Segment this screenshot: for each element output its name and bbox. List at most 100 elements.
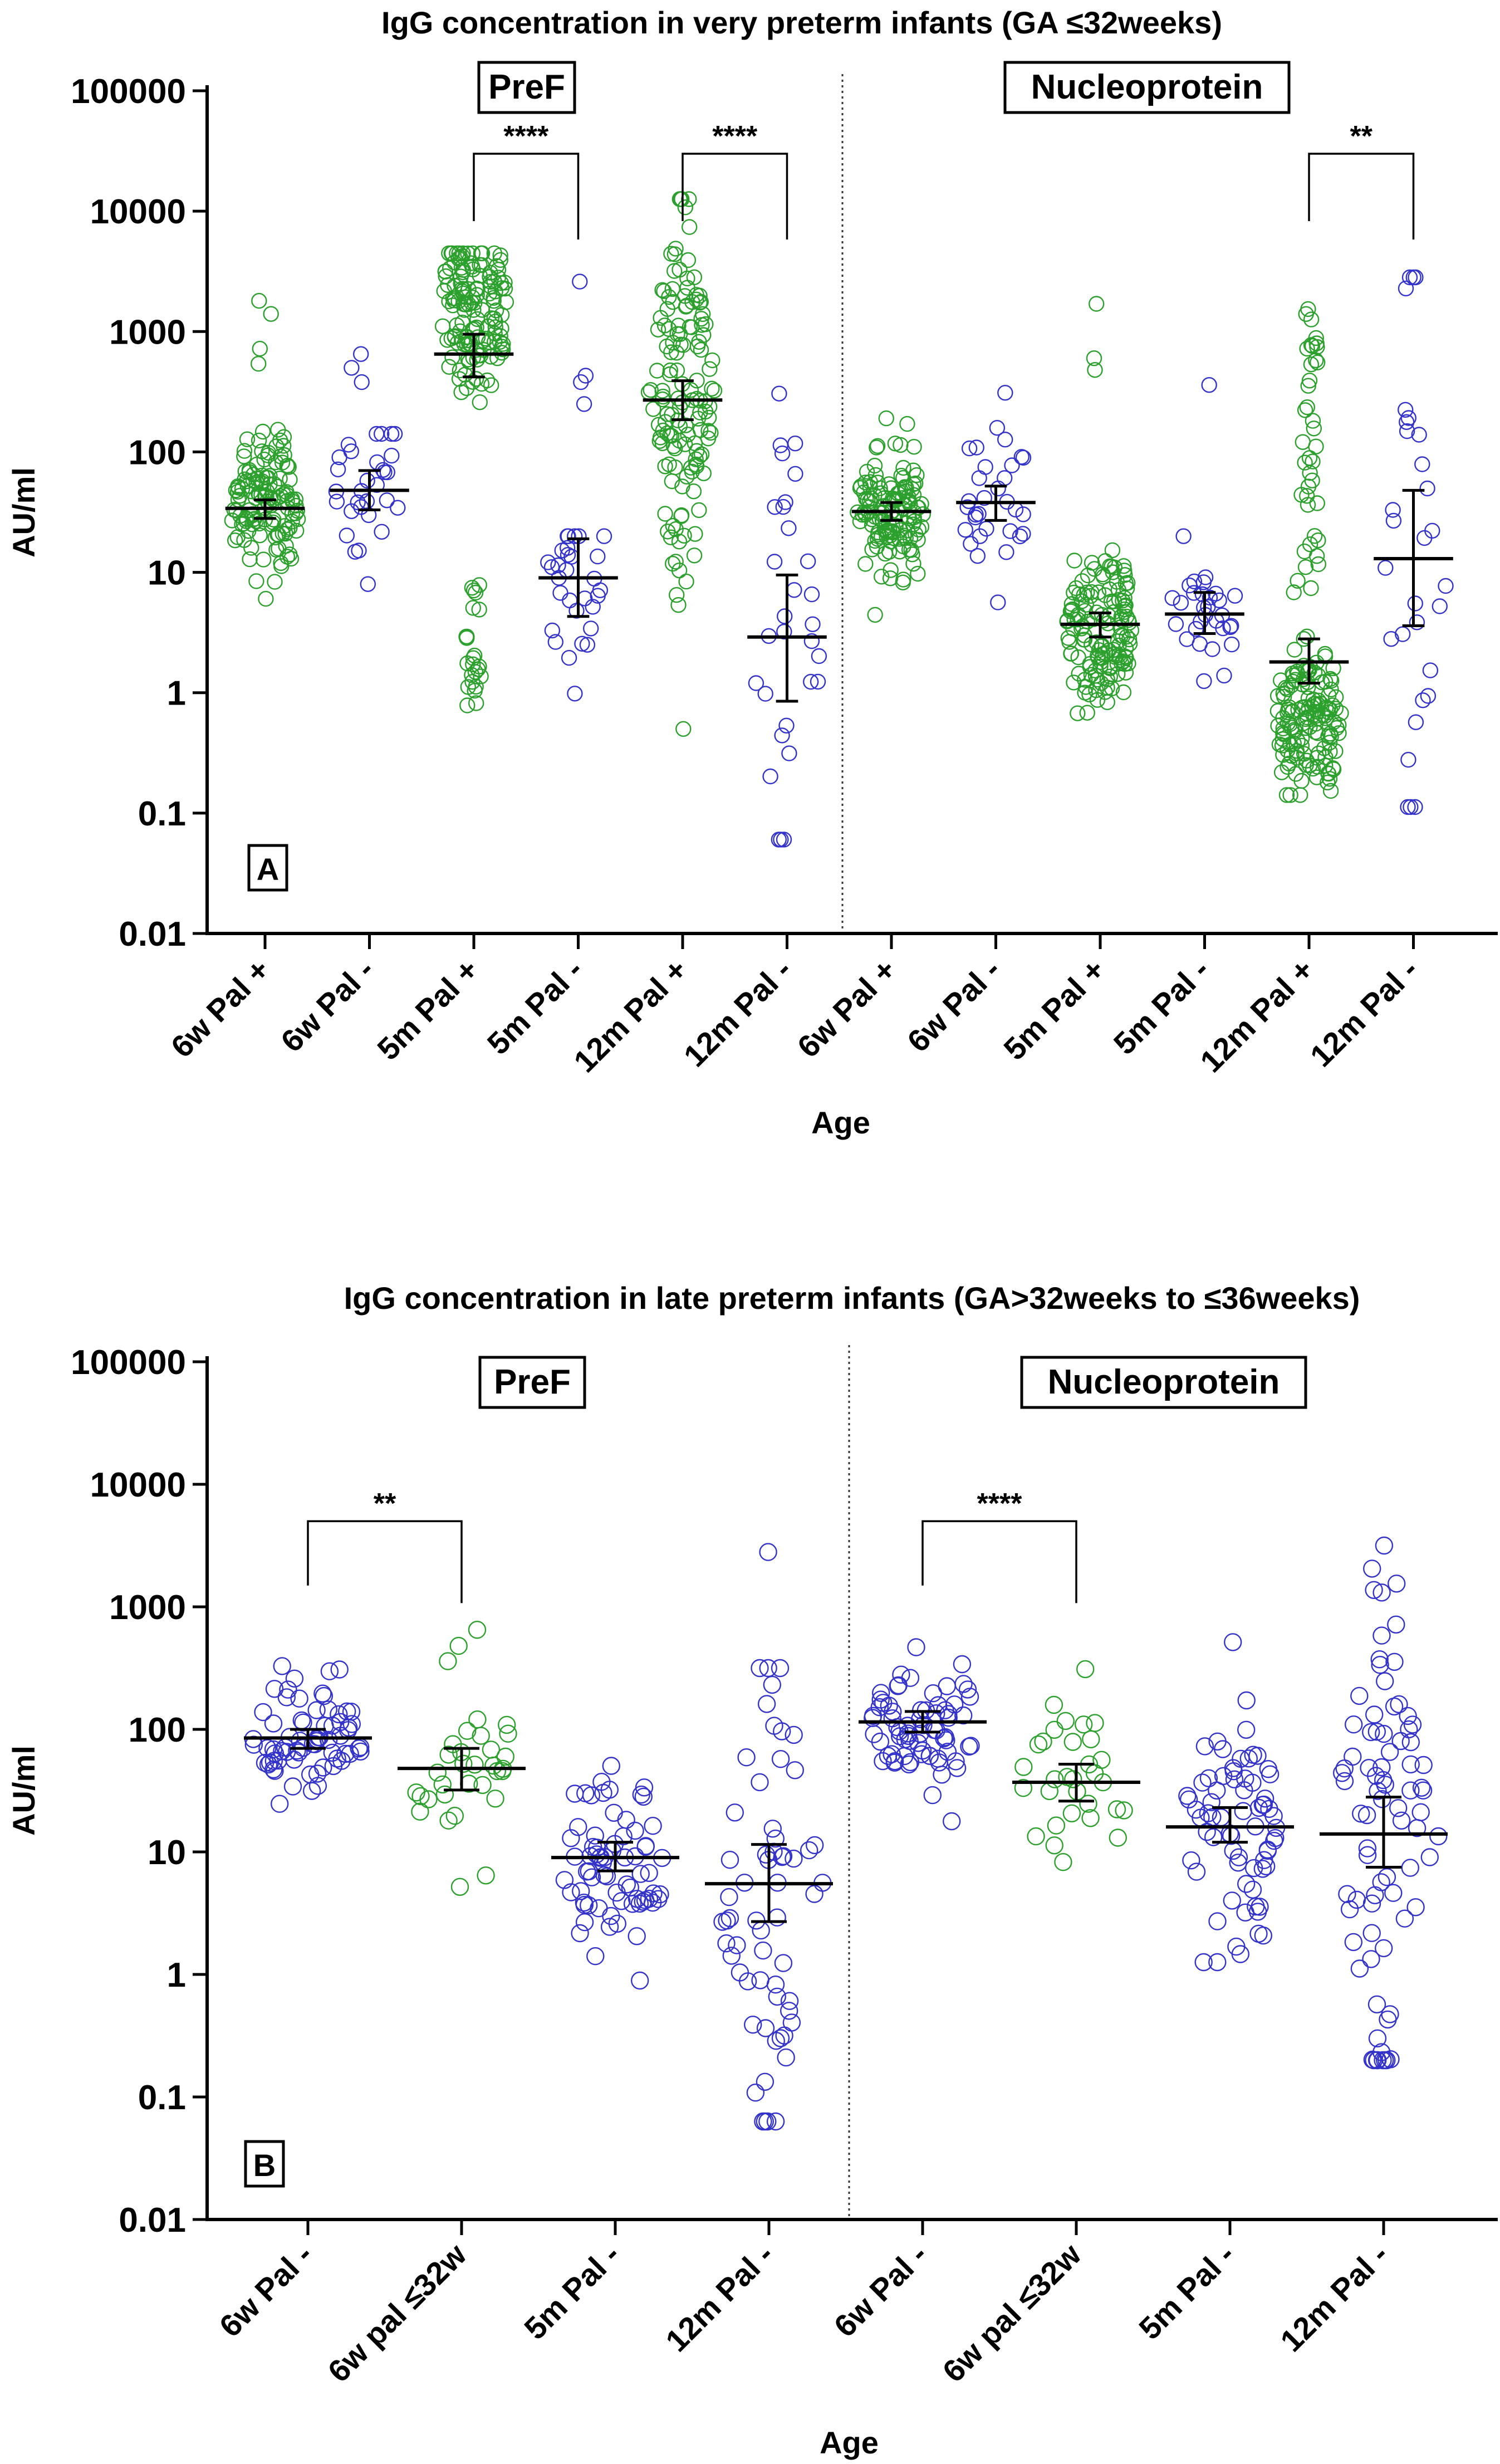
data-point: [467, 584, 484, 601]
data-point: [285, 1669, 304, 1688]
data-point: [1385, 502, 1401, 518]
data-point: [937, 1731, 955, 1749]
y-tick-label: 0.1: [138, 795, 186, 833]
data-point: [1115, 1801, 1133, 1820]
data-point: [1258, 1840, 1277, 1859]
data-point: [889, 492, 905, 508]
data-point: [1335, 1759, 1354, 1778]
data-point: [883, 1745, 901, 1763]
data-point: [574, 635, 590, 652]
data-point: [1299, 399, 1316, 415]
data-point: [866, 457, 883, 474]
data-point: [1255, 1851, 1273, 1869]
y-tick-label: 10000: [90, 1466, 186, 1504]
data-point: [1395, 1909, 1414, 1928]
data-point: [774, 445, 791, 462]
data-point: [1117, 597, 1134, 614]
data-point: [1279, 681, 1296, 697]
data-point: [1193, 1773, 1212, 1792]
data-point: [870, 475, 886, 491]
data-point: [586, 1947, 605, 1966]
data-point: [276, 438, 292, 454]
data-point: [1372, 1626, 1391, 1645]
data-point: [942, 1812, 961, 1831]
data-point: [617, 1811, 635, 1829]
y-axis-title: AU/ml: [6, 467, 41, 558]
data-point: [1372, 1873, 1390, 1891]
data-point: [1375, 1724, 1393, 1743]
data-point: [1412, 1778, 1431, 1797]
data-point: [694, 306, 711, 322]
data-point: [1370, 1650, 1389, 1669]
data-point: [449, 1636, 468, 1655]
data-point: [923, 1786, 942, 1805]
data-point: [1229, 1848, 1248, 1866]
data-point: [997, 432, 1013, 448]
data-point: [1076, 627, 1092, 643]
data-point: [1253, 1796, 1272, 1814]
data-point: [596, 528, 612, 544]
data-point: [720, 1909, 739, 1928]
data-point: [751, 1971, 769, 1989]
data-point: [630, 1894, 649, 1913]
data-point: [1401, 1781, 1420, 1800]
data-point: [453, 384, 469, 400]
data-point: [1222, 619, 1238, 635]
data-point: [258, 590, 274, 607]
data-point: [1014, 1778, 1033, 1797]
data-point: [1300, 478, 1317, 495]
data-point: [676, 527, 692, 544]
data-point: [1414, 1781, 1433, 1800]
data-point: [621, 1878, 640, 1897]
y-tick-label: 0.01: [119, 2201, 186, 2240]
data-point: [665, 517, 682, 534]
data-point: [800, 1841, 818, 1860]
data-point: [540, 554, 556, 570]
data-point: [273, 555, 289, 571]
data-point: [411, 1787, 430, 1806]
data-point: [895, 470, 911, 486]
data-point: [1303, 580, 1319, 597]
data-point: [722, 1947, 741, 1965]
data-point: [1340, 1900, 1359, 1919]
data-point: [688, 291, 704, 307]
data-point: [265, 1680, 284, 1698]
data-point: [1204, 1828, 1223, 1846]
data-point: [948, 1759, 967, 1777]
y-tick-label: 1000: [109, 1588, 186, 1627]
data-point: [668, 345, 685, 361]
data-point: [787, 436, 803, 452]
data-point: [1322, 783, 1339, 799]
data-point: [251, 432, 267, 449]
data-point: [1239, 1749, 1258, 1768]
data-point: [903, 542, 919, 558]
data-point: [720, 1850, 739, 1869]
group-label-pref: PreF: [494, 1363, 571, 1401]
data-point: [544, 622, 561, 639]
data-point: [1107, 1800, 1126, 1818]
data-point: [267, 529, 283, 546]
data-point: [1066, 674, 1082, 691]
data-point: [283, 1777, 302, 1796]
data-point: [449, 317, 465, 334]
data-point: [331, 449, 347, 466]
data-point: [486, 293, 502, 309]
data-point: [374, 426, 390, 442]
data-point: [1187, 1862, 1206, 1881]
data-point: [1004, 457, 1020, 473]
data-point: [1213, 1740, 1232, 1758]
data-point: [590, 548, 606, 565]
data-point: [700, 423, 717, 439]
data-point: [1070, 611, 1086, 628]
data-point: [302, 1782, 321, 1800]
data-point: [1306, 528, 1323, 544]
data-point: [572, 273, 588, 290]
data-point: [1195, 1737, 1214, 1756]
data-point: [634, 1787, 653, 1806]
data-point: [773, 832, 789, 848]
y-tick-label: 1000: [109, 313, 186, 351]
data-point: [1235, 1781, 1253, 1800]
data-point: [693, 341, 709, 358]
data-point: [428, 1763, 447, 1782]
data-point: [670, 597, 687, 613]
